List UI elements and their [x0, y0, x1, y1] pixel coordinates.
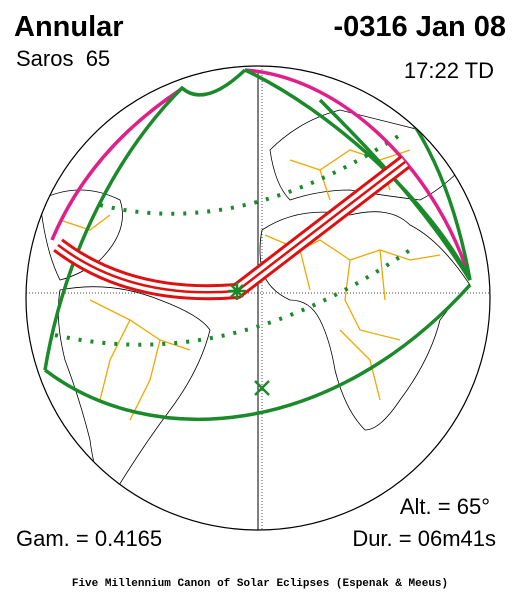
eclipse-date: -0316 Jan 08 [333, 11, 506, 43]
penumbral-limit [244, 68, 472, 281]
rise-set-curve [50, 88, 181, 241]
altitude: Alt. = 65° [400, 494, 490, 519]
rise-set-curve [244, 68, 472, 281]
duration: Dur. = 06m41s [352, 526, 496, 551]
coastlines [39, 109, 471, 501]
greatest-eclipse [228, 282, 246, 300]
outer-limit-north [99, 133, 402, 216]
sub-solar-point [254, 380, 270, 396]
penumbral-limit [43, 68, 247, 371]
footer: Five Millennium Canon of Solar Eclipses … [72, 578, 448, 590]
saros: Saros 65 [16, 46, 110, 71]
penumbral-limit [43, 283, 472, 422]
time: 17:22 TD [404, 58, 494, 83]
gamma: Gam. = 0.4165 [16, 526, 162, 551]
eclipse-type: Annular [14, 11, 124, 43]
borders [59, 149, 441, 421]
central-path [53, 155, 410, 301]
